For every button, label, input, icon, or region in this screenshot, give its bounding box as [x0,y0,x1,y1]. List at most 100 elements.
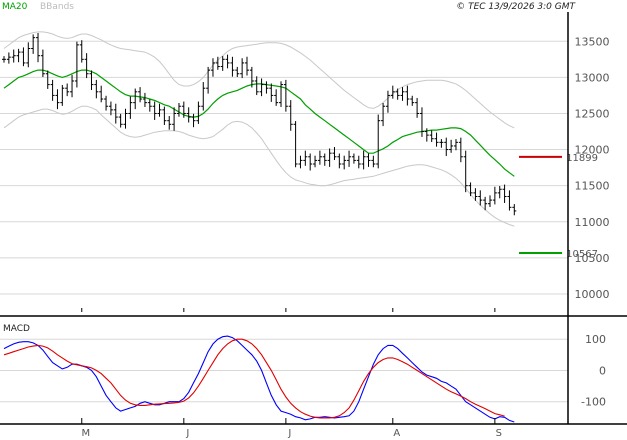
price-tick-label: 10000 [575,288,610,301]
ohlc-bar [113,103,118,124]
ohlc-bar [347,150,352,167]
bbands-series [3,31,515,227]
macd-tick-label: -100 [581,396,606,409]
ohlc-bar [463,150,468,193]
ohlc-bar [118,113,123,128]
ohlc-bar [264,81,269,94]
ohlc-bar [6,52,11,64]
ohlc-bar [351,153,356,164]
ohlc-bar [371,155,376,168]
macd-line [3,335,515,423]
ohlc-bar [210,58,215,77]
ohlc-bar [410,95,415,106]
bband-line [3,105,515,227]
ohlc-bar [36,32,41,63]
ohlc-bar [186,107,191,123]
bband-line [3,31,515,129]
ma20-line [3,69,515,177]
ohlc-bar [108,101,113,116]
ohlc-bar [293,121,298,168]
price-gridlines [0,40,568,295]
ohlc-bar [138,87,143,103]
ohlc-bar [468,182,473,197]
ohlc-bar [245,56,249,76]
x-tick-label: J [287,428,291,439]
x-tick-label: M [81,428,90,439]
ohlc-bar [492,186,497,205]
legend-ma20: MA20 [2,2,28,12]
ohlc-bar [162,106,167,126]
ohlc-bar [40,49,45,78]
ohlc-bar [298,155,303,169]
ohlc-bar [269,83,274,102]
ohlc-bar [94,79,99,99]
ohlc-bar [473,188,478,201]
ohlc-bar [172,107,177,131]
macd-tick-label: 0 [599,364,606,377]
ohlc-bar [16,48,21,63]
ohlc-bar [327,148,332,167]
ohlc-bar [381,102,386,127]
ohlc-bar [400,87,405,101]
ohlc-bar [497,186,502,199]
ohlc-bar [376,114,381,169]
ohlc-bar [104,95,109,111]
ohlc-bar [259,78,264,97]
ohlc-bar [385,90,390,113]
ohlc-bar [157,103,162,117]
ohlc-bar [191,113,196,128]
ohlc-bar [235,66,240,78]
ohlc-bar [2,56,6,63]
signal-line [3,338,505,419]
ohlc-bar [317,150,322,165]
ohlc-bar [89,70,94,90]
ohlc-bar [147,99,152,112]
ohlc-bar [99,85,104,103]
x-tick-label: A [393,428,400,439]
price-tick-label: 13500 [575,35,610,48]
ohlc-bar [395,88,400,100]
ohlc-bar [415,97,420,118]
ohlc-bar [274,89,279,106]
ohlc-bar [356,155,361,169]
ohlc-bar [502,184,507,203]
ohlc-bar [512,204,517,216]
ohlc-bar [181,101,186,118]
level-label: 11899 [566,153,598,164]
ohlc-bar [288,100,293,131]
ma20-series [3,69,515,177]
price-axis-labels: 10000 10500 11000 11500 12000 12500 13000 13500 [575,35,610,301]
ohlc-bar [449,139,454,153]
ohlc-bar [313,155,318,168]
ohlc-bar [65,83,70,97]
ohlc-bar [361,150,366,170]
ohlc-bar [21,47,26,67]
ohlc-bars [2,32,517,216]
ohlc-bar [225,54,230,69]
macd-title: MACD [3,324,30,334]
x-tick-label: J [185,428,189,439]
macd-axis-labels: 100 0 -100 [581,333,606,409]
ohlc-bar [342,155,347,170]
ohlc-bar [405,85,410,106]
ohlc-bar [279,81,284,107]
price-tick-label: 13000 [575,71,610,84]
x-tick-label: S [496,428,502,439]
ohlc-bar [31,34,36,54]
ohlc-bar [458,137,463,163]
ohlc-bar [11,49,16,63]
ohlc-bar [196,101,201,124]
ohlc-bar [123,108,128,129]
macd-gridlines [0,338,568,403]
ohlc-bar [167,115,172,130]
ohlc-bar [424,128,429,142]
ohlc-bar [201,82,206,111]
ohlc-bar [142,92,147,107]
ohlc-bar [220,56,225,71]
ohlc-bar [322,153,327,166]
ohlc-bar [55,89,60,110]
ohlc-bar [60,84,65,106]
price-tick-label: 11000 [575,216,610,229]
ohlc-bar [206,66,211,94]
